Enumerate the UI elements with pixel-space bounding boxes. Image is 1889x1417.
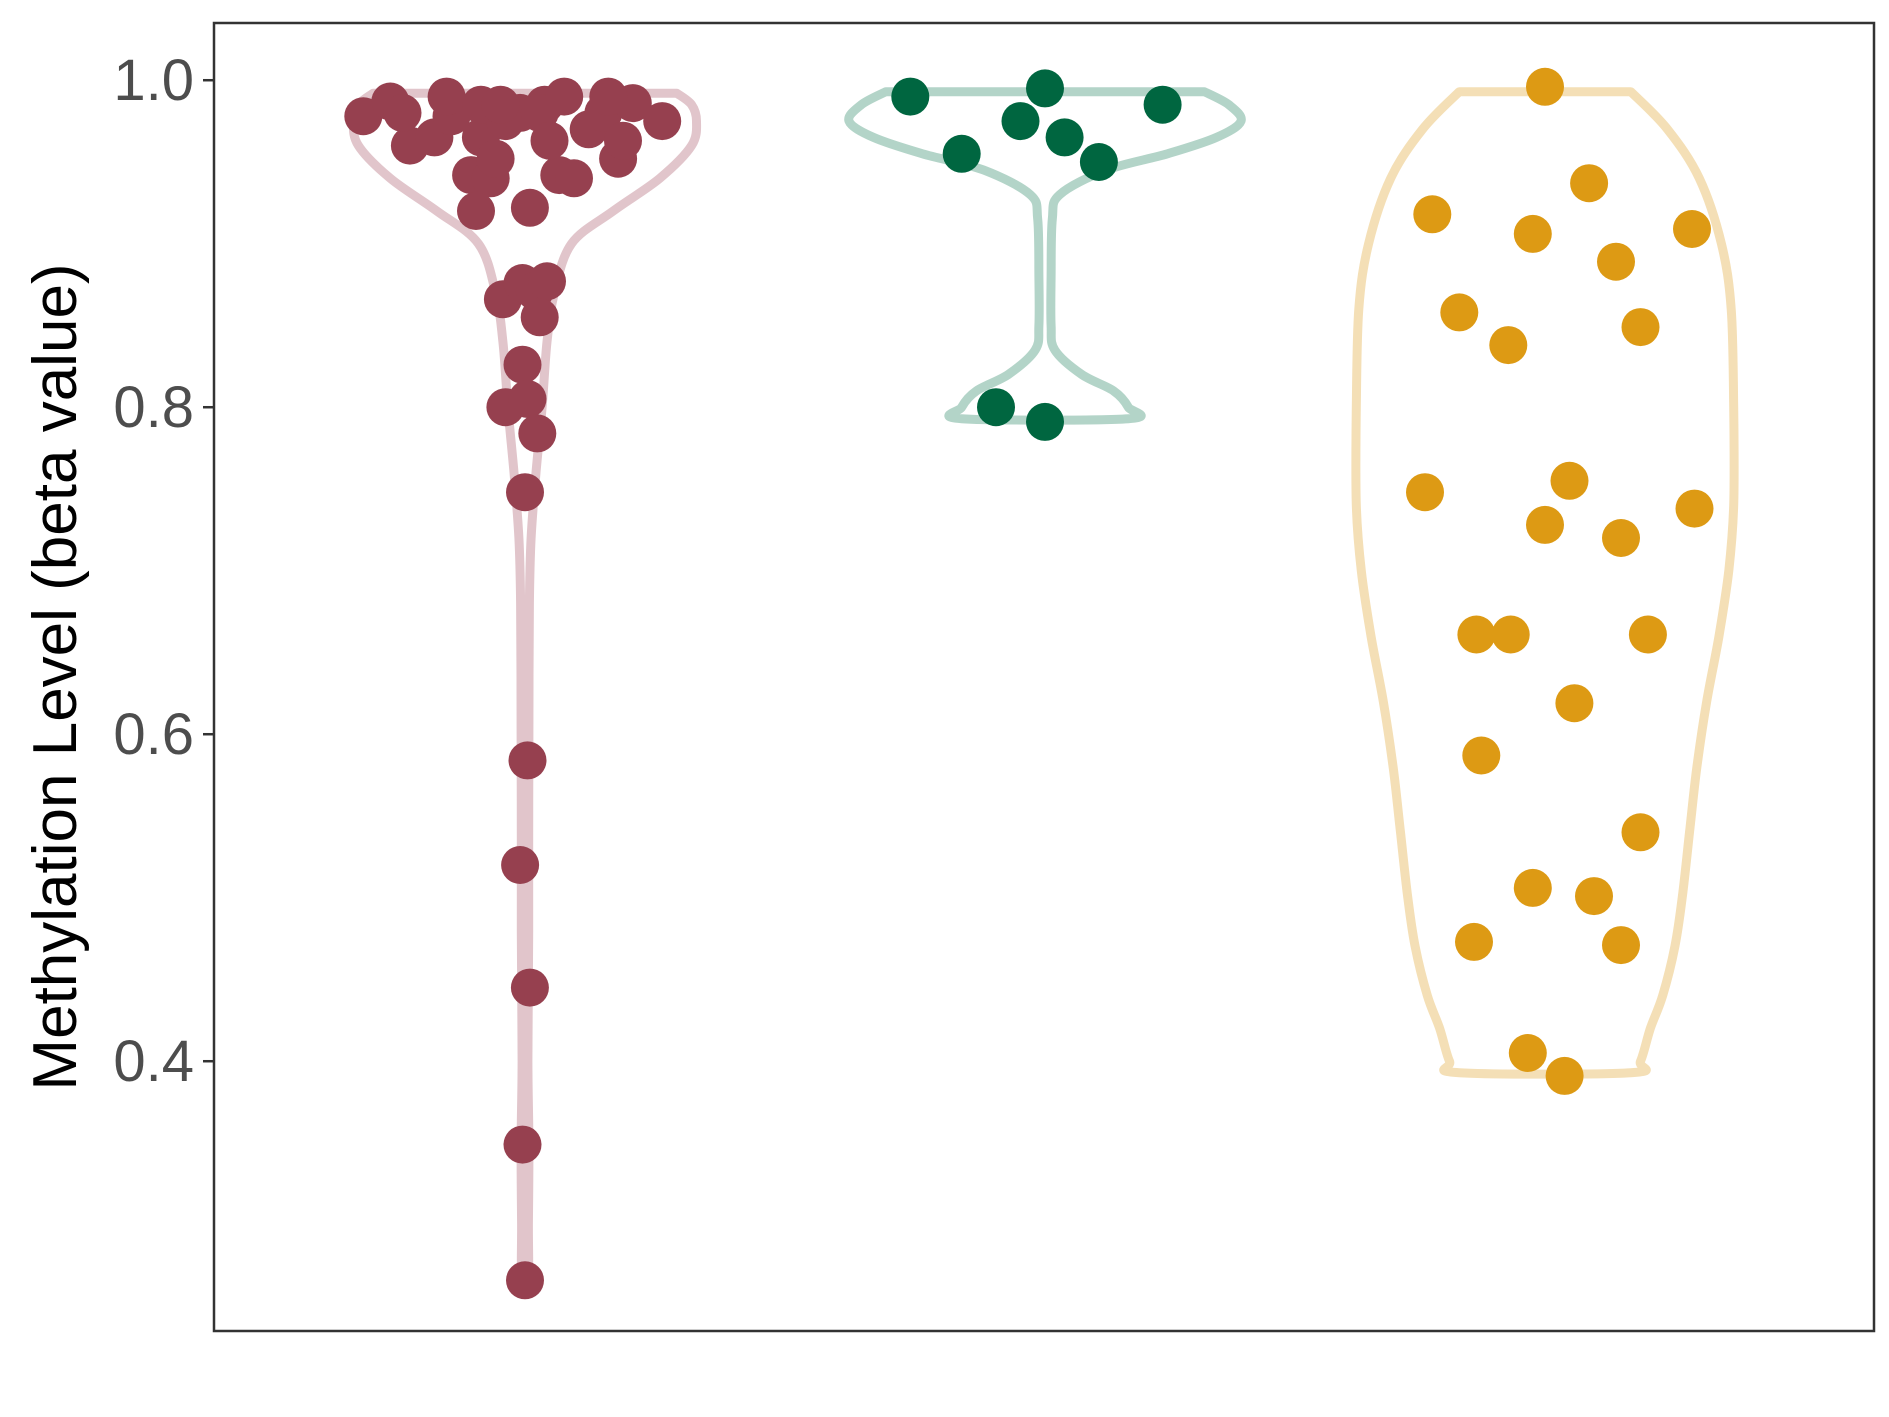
y-tick-label: 0.8 xyxy=(113,375,194,440)
data-point xyxy=(1508,1034,1547,1072)
data-point xyxy=(1079,143,1118,181)
data-point xyxy=(520,298,559,337)
data-point xyxy=(1513,868,1552,907)
data-point xyxy=(1675,489,1714,528)
data-point xyxy=(589,77,628,116)
data-point xyxy=(1143,85,1182,124)
data-point xyxy=(942,134,981,173)
data-point xyxy=(977,388,1015,427)
data-point xyxy=(503,345,542,384)
y-axis: 0.4 0.6 0.8 1.0 xyxy=(113,48,214,1094)
data-point xyxy=(643,102,682,141)
data-point xyxy=(476,139,515,178)
data-point xyxy=(891,77,930,116)
y-tick-label: 0.6 xyxy=(113,702,194,767)
data-point xyxy=(481,85,520,124)
data-point xyxy=(1045,118,1084,157)
data-point xyxy=(1575,877,1613,916)
data-point xyxy=(1489,326,1528,365)
data-point xyxy=(383,93,422,132)
data-point xyxy=(1001,102,1040,141)
data-point xyxy=(1673,210,1711,248)
data-point xyxy=(1621,813,1660,852)
data-point xyxy=(1513,214,1552,253)
data-point xyxy=(501,846,540,884)
data-point xyxy=(1440,293,1479,332)
data-point xyxy=(1462,736,1501,775)
data-point xyxy=(1628,615,1667,654)
data-point xyxy=(503,1125,542,1164)
y-axis-title: Methylation Level (beta value) xyxy=(21,263,90,1090)
data-point xyxy=(1413,195,1452,234)
data-point xyxy=(427,77,466,116)
data-point xyxy=(510,188,549,227)
plot-panel xyxy=(212,21,1876,1333)
data-point xyxy=(1455,922,1493,961)
data-point xyxy=(1602,926,1640,965)
data-point xyxy=(1457,615,1496,654)
data-point xyxy=(1621,308,1660,347)
data-point xyxy=(1491,615,1530,654)
y-tick-label: 0.4 xyxy=(113,1029,194,1094)
data-point xyxy=(1406,473,1444,512)
data-point xyxy=(518,414,557,453)
violin-outline xyxy=(844,87,1246,425)
data-point xyxy=(508,741,547,780)
data-point xyxy=(1550,461,1589,500)
y-tick-label: 1.0 xyxy=(113,48,194,113)
data-point xyxy=(1526,505,1564,544)
data-point xyxy=(1597,242,1635,281)
violin-outline xyxy=(1351,87,1739,1079)
data-point xyxy=(457,192,495,230)
data-point xyxy=(506,1261,544,1300)
data-point xyxy=(1555,684,1594,723)
data-point xyxy=(508,380,547,418)
data-point xyxy=(555,159,593,198)
data-point xyxy=(510,968,549,1007)
data-point xyxy=(1026,69,1064,108)
points-layer xyxy=(344,67,1714,1300)
data-point xyxy=(1526,67,1564,106)
data-point xyxy=(545,77,584,116)
data-point xyxy=(528,262,566,301)
data-point xyxy=(1545,1056,1584,1095)
data-point xyxy=(506,473,544,512)
data-point xyxy=(530,121,569,160)
data-point xyxy=(604,121,642,160)
data-point xyxy=(1602,519,1640,557)
data-point xyxy=(1570,164,1609,203)
data-point xyxy=(1026,402,1064,441)
